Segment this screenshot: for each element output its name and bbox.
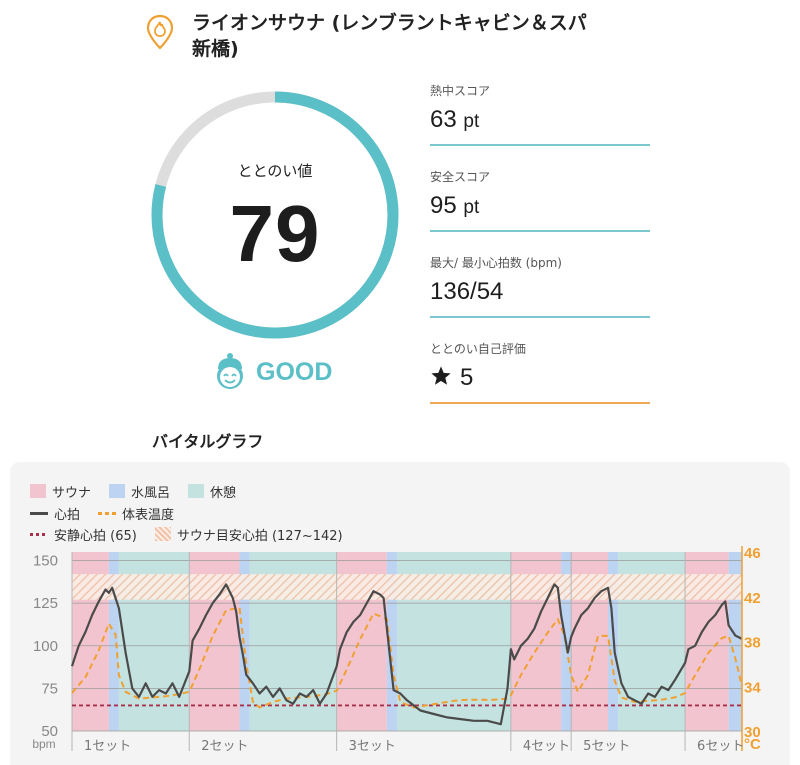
temp-tick-label: 46: [744, 545, 761, 562]
phase-cold-bath: [386, 552, 397, 731]
legend-rest: 休憩: [188, 482, 236, 501]
temp-unit-label: °C: [744, 736, 761, 753]
legend-phases: サウナ 水風呂 休憩: [30, 482, 254, 501]
gauge-value: 79: [229, 189, 321, 278]
hr-unit-label: bpm: [32, 737, 55, 751]
flame-pin-icon: [146, 14, 174, 50]
set-label: 3セット: [349, 739, 396, 754]
legend-body-temp: 体表温度: [98, 504, 174, 523]
metric-self-rating: ととのい自己評価 5: [430, 340, 650, 404]
totonoi-gauge: [151, 91, 399, 339]
temp-tick-label: 34: [744, 679, 761, 696]
metric-label: 最大/ 最小心拍数 (bpm): [430, 256, 562, 270]
temp-tick-label: 30: [744, 724, 761, 741]
status-text: GOOD: [256, 357, 333, 386]
set-label: 4セット: [523, 739, 570, 754]
legend-sauna-target-hr: サウナ目安心拍 (127~142): [154, 525, 343, 544]
sauna-target-band: [72, 574, 742, 600]
vital-graph-title: バイタルグラフ: [152, 432, 264, 451]
legend-cold-bath: 水風呂: [109, 482, 170, 501]
body-temp-line: [71, 606, 743, 709]
set-label: 1セット: [84, 739, 131, 754]
heart-rate-line: [70, 583, 743, 726]
metric-value: 63 pt: [430, 106, 480, 133]
metric-label: 熱中スコア: [430, 84, 491, 98]
legend-sauna: サウナ: [30, 482, 91, 501]
status-indicator: GOOD: [214, 350, 332, 394]
set-label: 6セット: [697, 739, 744, 754]
gauge-label: ととのい値: [237, 162, 313, 180]
metric-value: 136/54: [430, 278, 504, 305]
legend-references: 安静心拍 (65) サウナ目安心拍 (127~142): [30, 525, 361, 544]
hr-tick-label: 75: [41, 680, 58, 697]
set-label: 2セット: [201, 739, 248, 754]
temp-tick-label: 42: [744, 590, 761, 607]
gauge-progress: [151, 91, 399, 339]
temp-tick-label: 38: [744, 635, 761, 652]
metric-heart-rate-range: 最大/ 最小心拍数 (bpm) 136/54: [430, 254, 650, 318]
star-icon: [431, 366, 451, 385]
hr-tick-label: 50: [41, 723, 58, 740]
metric-label: ととのい自己評価: [430, 342, 526, 356]
legend-resting-hr: 安静心拍 (65): [30, 525, 137, 544]
set-label: 5セット: [583, 739, 630, 754]
phase-cold-bath: [108, 552, 119, 731]
metric-value: 95 pt: [430, 192, 480, 219]
hr-tick-label: 100: [33, 638, 58, 655]
metric-heat-score: 熱中スコア 63 pt: [430, 82, 650, 146]
hr-tick-label: 125: [33, 595, 58, 612]
metric-safety-score: 安全スコア 95 pt: [430, 168, 650, 232]
legend-lines: 心拍 体表温度: [30, 504, 192, 523]
hr-tick-label: 150: [33, 553, 58, 570]
smiling-face-cap-icon: [217, 353, 243, 389]
metric-label: 安全スコア: [430, 170, 491, 184]
legend-heart-rate: 心拍: [30, 504, 80, 523]
metric-value: 5: [430, 364, 473, 392]
facility-name: ライオンサウナ (レンブラントキャビン＆スパ新橋): [192, 12, 587, 60]
